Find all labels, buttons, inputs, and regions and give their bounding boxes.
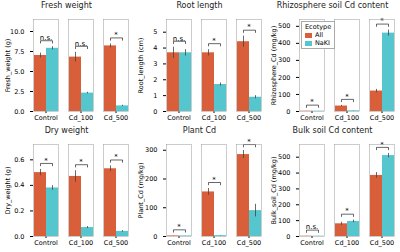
svg-text:Control: Control: [300, 239, 324, 247]
svg-text:*: *: [212, 37, 216, 45]
svg-text:Control: Control: [34, 239, 58, 247]
svg-text:Cd_100: Cd_100: [69, 239, 93, 247]
svg-text:0: 0: [286, 233, 290, 241]
svg-text:*: *: [114, 153, 118, 161]
svg-text:Control: Control: [167, 114, 191, 122]
svg-text:500: 500: [278, 153, 290, 161]
svg-text:Rhizosphere_Cd (mg/kg): Rhizosphere_Cd (mg/kg): [270, 26, 278, 106]
svg-text:0.6: 0.6: [14, 156, 24, 164]
svg-text:Plant_Cd (mg/kg): Plant_Cd (mg/kg): [137, 163, 145, 219]
svg-text:100: 100: [145, 204, 157, 212]
svg-text:*: *: [247, 23, 251, 31]
svg-text:0: 0: [286, 108, 290, 116]
svg-text:*: *: [310, 98, 314, 106]
svg-text:Cd_100: Cd_100: [335, 114, 359, 122]
svg-text:300: 300: [278, 185, 290, 193]
svg-text:n.s.: n.s.: [75, 40, 88, 48]
svg-text:200: 200: [278, 74, 290, 82]
svg-text:4: 4: [153, 44, 157, 52]
svg-text:Cd_100: Cd_100: [202, 114, 226, 122]
svg-text:500: 500: [278, 22, 290, 30]
svg-text:Cd_500: Cd_500: [104, 114, 128, 122]
svg-text:Dry_weight (g): Dry_weight (g): [4, 167, 12, 215]
svg-text:100: 100: [278, 217, 290, 225]
html-text:Root length: Root length: [176, 1, 223, 10]
svg-text:Cd_500: Cd_500: [370, 114, 394, 122]
svg-text:0.0: 0.0: [14, 233, 24, 241]
svg-text:0: 0: [153, 108, 157, 116]
svg-text:n.s.: n.s.: [40, 34, 53, 42]
svg-text:n.s.: n.s.: [173, 35, 186, 43]
svg-text:10.0: 10.0: [10, 28, 24, 36]
svg-text:Control: Control: [167, 239, 191, 247]
svg-text:5: 5: [153, 28, 157, 36]
svg-text:*: *: [79, 158, 83, 166]
svg-text:*: *: [212, 176, 216, 184]
svg-text:0.2: 0.2: [14, 207, 24, 215]
svg-text:Control: Control: [34, 114, 58, 122]
svg-text:100: 100: [278, 91, 290, 99]
svg-text:300: 300: [145, 146, 157, 154]
svg-text:2.5: 2.5: [14, 88, 24, 96]
svg-text:2: 2: [153, 76, 157, 84]
svg-text:Cd_500: Cd_500: [370, 239, 394, 247]
svg-text:n.s.: n.s.: [306, 223, 319, 231]
html-text:All: All: [315, 31, 324, 39]
html-text:Bulk soil Cd content: Bulk soil Cd content: [292, 126, 373, 135]
svg-text:0: 0: [153, 233, 157, 241]
svg-text:*: *: [345, 93, 349, 101]
svg-text:3: 3: [153, 60, 157, 68]
svg-text:1: 1: [153, 92, 157, 100]
svg-text:Cd_500: Cd_500: [237, 114, 261, 122]
svg-text:5.0: 5.0: [14, 68, 24, 76]
svg-text:Cd_500: Cd_500: [237, 239, 261, 247]
svg-text:0.0: 0.0: [14, 108, 24, 116]
html-text:Fresh weight: Fresh weight: [41, 1, 92, 10]
svg-text:Cd_100: Cd_100: [202, 239, 226, 247]
svg-text:7.5: 7.5: [14, 48, 24, 56]
svg-text:Cd_100: Cd_100: [69, 114, 93, 122]
svg-text:Cd_100: Cd_100: [335, 239, 359, 247]
svg-text:Cd_500: Cd_500: [104, 239, 128, 247]
html-text:Rhizosphere soil Cd content: Rhizosphere soil Cd content: [276, 1, 389, 10]
svg-text:Root_length (cm): Root_length (cm): [137, 38, 145, 94]
svg-text:*: *: [114, 31, 118, 39]
svg-text:400: 400: [278, 169, 290, 177]
html-text:Ecotype: Ecotype: [305, 23, 332, 31]
svg-text:*: *: [345, 207, 349, 215]
html-text:NaKI: NaKI: [315, 39, 330, 47]
html-text:Dry weight: Dry weight: [44, 126, 89, 135]
svg-text:*: *: [177, 223, 181, 231]
svg-text:*: *: [380, 17, 384, 25]
html-text:Plant Cd: Plant Cd: [182, 126, 217, 135]
svg-text:Fresh_weight (g): Fresh_weight (g): [4, 39, 12, 93]
svg-text:200: 200: [145, 175, 157, 183]
svg-text:Control: Control: [300, 114, 324, 122]
svg-text:0.4: 0.4: [14, 181, 24, 189]
svg-text:300: 300: [278, 56, 290, 64]
svg-text:Bulk_soil_Cd (mg/kg): Bulk_soil_Cd (mg/kg): [270, 157, 278, 225]
svg-text:400: 400: [278, 39, 290, 47]
svg-text:200: 200: [278, 201, 290, 209]
svg-text:*: *: [44, 157, 48, 165]
